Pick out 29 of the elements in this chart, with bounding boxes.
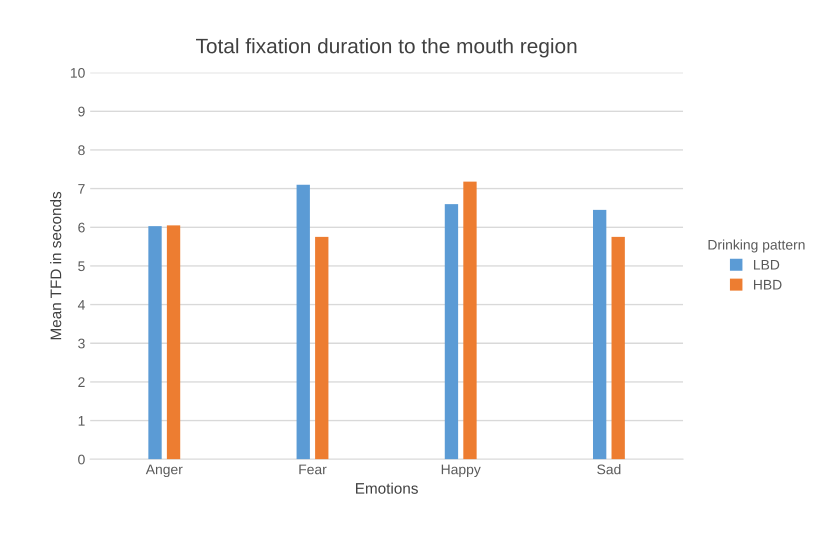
bar — [148, 226, 162, 460]
bar — [612, 236, 625, 460]
bar — [166, 225, 180, 460]
x-tick-label: Sad — [597, 464, 620, 474]
bar — [444, 204, 458, 460]
x-tick-label: Happy — [442, 464, 481, 478]
bar — [463, 182, 477, 460]
y-tick-label: 0 — [78, 454, 85, 464]
bar — [315, 236, 328, 460]
x-axis-title: Emotions — [356, 482, 418, 494]
legend-label: HBD — [754, 280, 782, 290]
bar — [296, 184, 310, 460]
y-tick-label: 1 — [78, 416, 85, 426]
y-tick-label: 9 — [78, 106, 85, 116]
y-tick-label: 2 — [78, 377, 85, 387]
x-tick-label: Fear — [299, 464, 327, 474]
legend-label: LBD — [754, 260, 780, 270]
y-tick-label: 7 — [78, 184, 85, 194]
y-tick-label: 8 — [78, 145, 85, 156]
x-tick-label: Anger — [146, 464, 183, 478]
y-tick-label: 6 — [78, 222, 85, 232]
bar — [592, 210, 606, 460]
legend-title: Drinking pattern — [708, 239, 805, 252]
y-axis-title: Mean TFD in seconds — [50, 192, 62, 340]
y-tick-label: 4 — [78, 300, 85, 310]
y-tick-label: 10 — [70, 68, 85, 78]
y-tick-label: 3 — [78, 338, 85, 348]
chart-title: Total fixation duration to the mouth region — [196, 38, 576, 58]
y-tick-label: 5 — [78, 261, 85, 272]
